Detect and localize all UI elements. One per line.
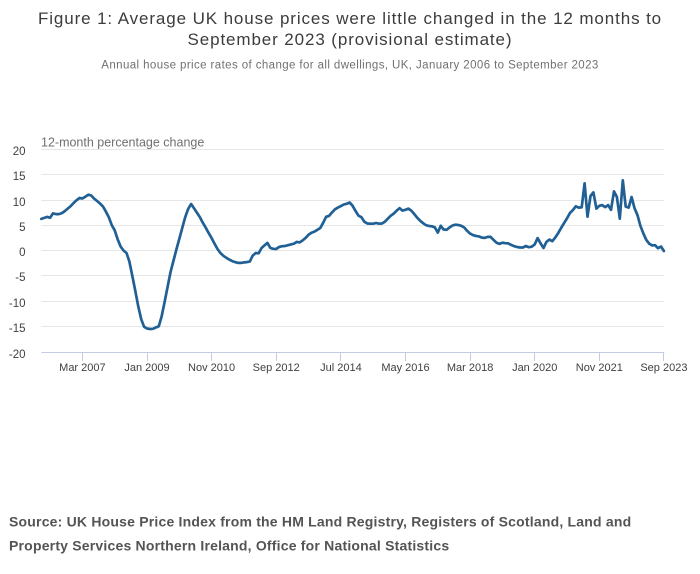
svg-text:Property Services Northern Ire: Property Services Northern Ireland, Offi… bbox=[9, 538, 449, 554]
svg-text:Sep 2023: Sep 2023 bbox=[640, 362, 687, 374]
svg-text:May 2016: May 2016 bbox=[381, 362, 429, 374]
svg-text:Sep 2012: Sep 2012 bbox=[253, 362, 300, 374]
svg-text:Source: UK House Price Index f: Source: UK House Price Index from the HM… bbox=[9, 514, 631, 530]
svg-text:5: 5 bbox=[19, 222, 25, 234]
svg-text:September 2023 (provisional es: September 2023 (provisional estimate) bbox=[188, 30, 513, 49]
svg-text:20: 20 bbox=[13, 146, 26, 158]
svg-text:-10: -10 bbox=[9, 298, 26, 310]
svg-text:Mar 2018: Mar 2018 bbox=[447, 362, 493, 374]
svg-text:Jul 2014: Jul 2014 bbox=[320, 362, 362, 374]
svg-text:Jan 2009: Jan 2009 bbox=[124, 362, 169, 374]
svg-text:0: 0 bbox=[19, 247, 25, 259]
svg-text:Nov 2010: Nov 2010 bbox=[188, 362, 235, 374]
svg-text:Annual house price rates of ch: Annual house price rates of change for a… bbox=[101, 60, 598, 72]
svg-text:Mar 2007: Mar 2007 bbox=[59, 362, 105, 374]
svg-text:10: 10 bbox=[13, 197, 26, 209]
svg-text:-20: -20 bbox=[9, 349, 26, 361]
svg-text:Nov 2021: Nov 2021 bbox=[576, 362, 623, 374]
svg-text:-5: -5 bbox=[15, 272, 25, 284]
svg-text:12-month percentage change: 12-month percentage change bbox=[41, 135, 204, 149]
svg-text:15: 15 bbox=[13, 171, 26, 183]
svg-text:Jan 2020: Jan 2020 bbox=[512, 362, 557, 374]
svg-text:Figure 1: Average UK house pri: Figure 1: Average UK house prices were l… bbox=[38, 9, 662, 28]
svg-text:-15: -15 bbox=[9, 323, 26, 335]
